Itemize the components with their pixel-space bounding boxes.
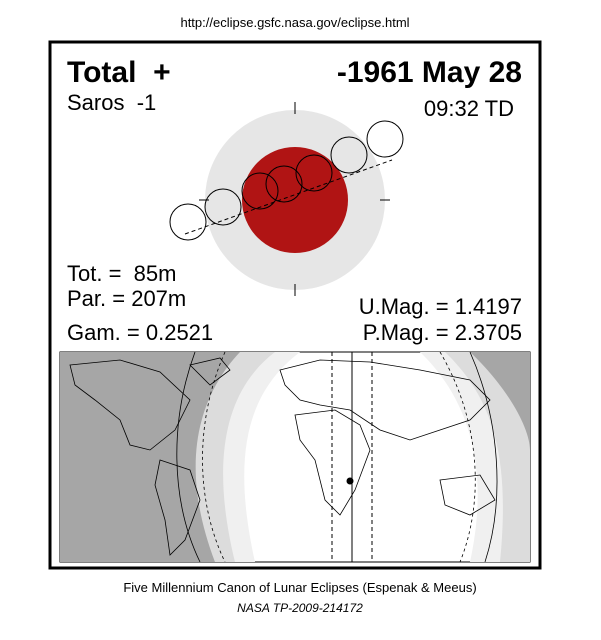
partial-duration: Par. = 207m: [67, 286, 186, 311]
time: 09:32 TD: [424, 96, 514, 121]
world-map: [59, 351, 531, 563]
footer-reference: NASA TP-2009-214172: [237, 601, 363, 615]
penumbral-magnitude: P.Mag. = 2.3705: [363, 320, 522, 345]
footer-title: Five Millennium Canon of Lunar Eclipses …: [123, 580, 476, 595]
url: http://eclipse.gsfc.nasa.gov/eclipse.htm…: [180, 15, 409, 30]
eclipse-type: Total +: [67, 56, 171, 89]
umbral-magnitude: U.Mag. = 1.4197: [359, 294, 522, 319]
saros: Saros -1: [67, 90, 156, 115]
total-duration: Tot. = 85m: [67, 261, 176, 286]
eclipse-geometry: [169, 102, 404, 296]
eclipse-date: -1961 May 28: [337, 56, 522, 89]
gamma: Gam. = 0.2521: [67, 320, 213, 345]
